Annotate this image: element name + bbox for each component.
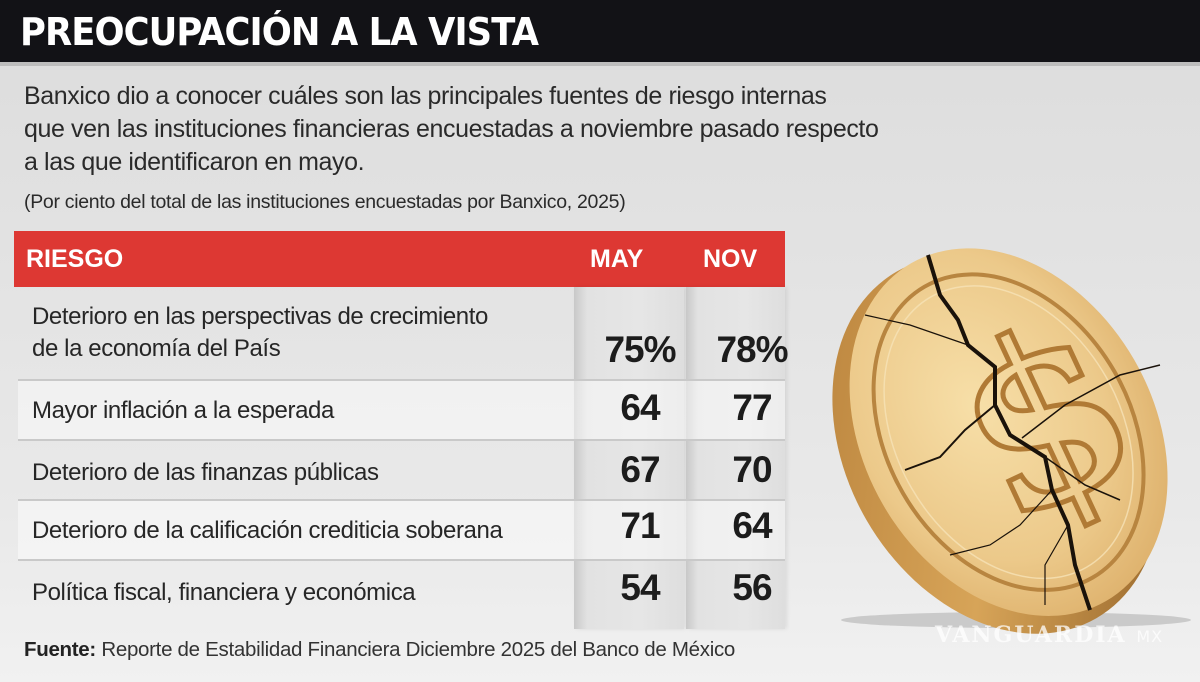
row-label: Deterioro de la calificación crediticia … <box>32 517 503 544</box>
row-label: Mayor inflación a la esperada <box>32 397 334 424</box>
intro-line: a las que identificaron en mayo. <box>24 148 365 176</box>
column-header-may: MAY <box>590 245 644 273</box>
value-may: 71 <box>620 505 660 546</box>
watermark-text: VANGUARDIA <box>935 622 1127 648</box>
value-may: 75% <box>604 329 676 370</box>
value-nov: 78% <box>716 329 788 370</box>
page-title: PREOCUPACIÓN A LA VISTA <box>20 10 539 54</box>
value-may: 64 <box>620 387 660 428</box>
nov-column-background <box>686 287 785 629</box>
watermark-suffix: MX <box>1136 627 1164 646</box>
value-nov: 70 <box>732 449 772 490</box>
value-nov: 64 <box>732 505 772 546</box>
column-header-nov: NOV <box>703 245 758 273</box>
row-label-line: de la economía del País <box>32 335 281 362</box>
row-label-line: Deterioro en las perspectivas de crecimi… <box>32 303 488 330</box>
intro-line: Banxico dio a conocer cuáles son las pri… <box>24 82 827 110</box>
intro-text: Banxico dio a conocer cuáles son las pri… <box>24 80 1004 179</box>
table-row: Política fiscal, financiera y económica … <box>18 561 785 627</box>
value-may: 67 <box>620 449 660 490</box>
table-header: RIESGO MAY NOV <box>14 231 785 287</box>
value-may: 54 <box>620 567 660 608</box>
row-label: Deterioro en las perspectivas de crecimi… <box>32 301 488 365</box>
value-nov: 56 <box>732 567 772 608</box>
source-text: Reporte de Estabilidad Financiera Diciem… <box>95 638 736 661</box>
row-label: Política fiscal, financiera y económica <box>32 579 416 606</box>
units-note: (Por ciento del total de las institucion… <box>24 191 626 213</box>
watermark: VANGUARDIA MX <box>935 622 1163 648</box>
table-row: Mayor inflación a la esperada 64 77 <box>18 381 785 441</box>
row-label: Deterioro de las finanzas públicas <box>32 459 379 486</box>
table-row: Deterioro de la calificación crediticia … <box>18 501 785 561</box>
table-row: Deterioro de las finanzas públicas 67 70 <box>18 441 785 501</box>
intro-line: que ven las instituciones financieras en… <box>24 115 879 143</box>
title-bar: PREOCUPACIÓN A LA VISTA <box>0 0 1200 66</box>
source-note: Fuente: Reporte de Estabilidad Financier… <box>24 638 735 662</box>
value-nov: 77 <box>732 387 772 428</box>
cracked-dollar-coin-icon: $ <box>832 248 1191 634</box>
column-header-riesgo: RIESGO <box>26 245 124 273</box>
may-column-background <box>574 287 684 629</box>
table-row: Deterioro en las perspectivas de crecimi… <box>18 287 789 381</box>
source-label: Fuente: <box>24 638 96 661</box>
